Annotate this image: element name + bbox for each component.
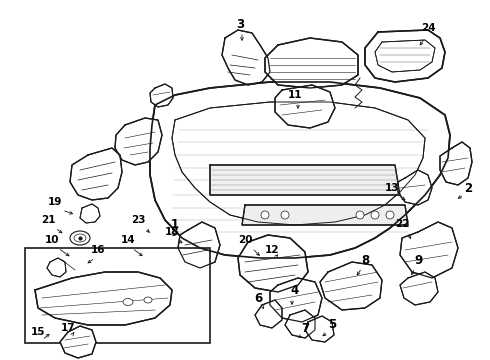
Polygon shape: [47, 258, 66, 277]
Text: 10: 10: [45, 235, 59, 245]
Ellipse shape: [70, 231, 90, 245]
Ellipse shape: [74, 234, 86, 242]
Circle shape: [281, 211, 289, 219]
Polygon shape: [115, 118, 162, 165]
Text: 17: 17: [61, 323, 75, 333]
Polygon shape: [60, 326, 96, 358]
Text: 1: 1: [171, 219, 179, 231]
Polygon shape: [255, 300, 282, 328]
Polygon shape: [398, 170, 432, 205]
Polygon shape: [150, 82, 450, 258]
Text: 18: 18: [165, 227, 179, 237]
Polygon shape: [275, 85, 335, 128]
Text: 16: 16: [91, 245, 105, 255]
Polygon shape: [172, 102, 425, 225]
Polygon shape: [80, 204, 100, 223]
Polygon shape: [400, 222, 458, 278]
Circle shape: [386, 211, 394, 219]
Polygon shape: [305, 316, 334, 342]
Text: 24: 24: [421, 23, 435, 33]
Polygon shape: [178, 222, 220, 268]
Polygon shape: [150, 84, 173, 107]
Text: 6: 6: [254, 292, 262, 305]
Circle shape: [371, 211, 379, 219]
Text: 7: 7: [301, 321, 309, 334]
Polygon shape: [70, 148, 122, 200]
Bar: [25, 248, 210, 343]
Polygon shape: [365, 30, 445, 82]
Text: 11: 11: [288, 90, 302, 100]
Polygon shape: [285, 310, 315, 338]
Polygon shape: [320, 262, 382, 310]
Text: 3: 3: [236, 18, 244, 31]
Text: 9: 9: [414, 253, 422, 266]
Polygon shape: [35, 272, 172, 325]
Polygon shape: [265, 38, 358, 88]
Text: 12: 12: [265, 245, 279, 255]
Text: 8: 8: [361, 253, 369, 266]
Polygon shape: [375, 40, 435, 72]
Text: 19: 19: [48, 197, 62, 207]
Text: 13: 13: [385, 183, 399, 193]
Text: 21: 21: [41, 215, 55, 225]
Polygon shape: [210, 165, 400, 195]
Circle shape: [356, 211, 364, 219]
Text: 2: 2: [464, 181, 472, 194]
Polygon shape: [222, 30, 270, 85]
Text: 23: 23: [131, 215, 145, 225]
Text: 5: 5: [328, 319, 336, 332]
Text: 22: 22: [395, 219, 409, 229]
Ellipse shape: [144, 297, 152, 303]
Polygon shape: [270, 278, 322, 322]
Text: 4: 4: [291, 284, 299, 297]
Circle shape: [261, 211, 269, 219]
Ellipse shape: [123, 298, 133, 306]
Text: 14: 14: [121, 235, 135, 245]
Text: 20: 20: [238, 235, 252, 245]
Polygon shape: [242, 205, 408, 225]
Text: 15: 15: [31, 327, 45, 337]
Polygon shape: [400, 272, 438, 305]
Polygon shape: [440, 142, 472, 185]
Polygon shape: [238, 235, 308, 292]
